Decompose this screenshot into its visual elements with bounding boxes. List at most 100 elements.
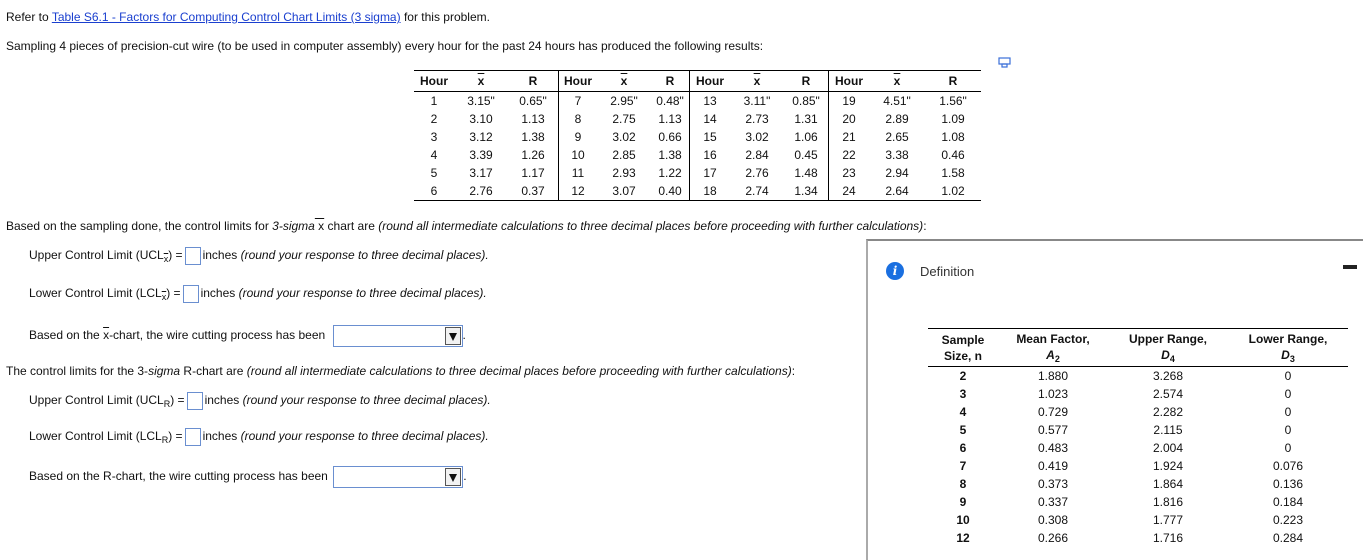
table-cell: 21 — [842, 130, 856, 144]
table-cell: 2 — [430, 112, 438, 126]
table-cell: 3.12 — [469, 130, 493, 144]
table-cell: 6 — [414, 182, 454, 201]
factors-cell: 1.023 — [1037, 387, 1069, 401]
table-cell: 0.40 — [651, 182, 690, 201]
factors-table-link[interactable]: Table S6.1 - Factors for Computing Contr… — [51, 10, 401, 24]
dropdown-arrow-icon[interactable] — [445, 468, 462, 486]
copy-icon[interactable] — [998, 57, 1012, 69]
table-cell: 2.94 — [885, 166, 909, 180]
table-cell: 1.09 — [941, 112, 965, 126]
problem-statement: Sampling 4 pieces of precision-cut wire … — [6, 39, 764, 53]
minimize-icon[interactable] — [1343, 265, 1357, 269]
col-header-r: R — [784, 70, 829, 92]
xbar-limits-instructions: Based on the sampling done, the control … — [6, 219, 927, 233]
xbar-process-select[interactable] — [332, 325, 463, 347]
refer-prefix: Refer to — [6, 10, 52, 24]
factors-cell: 0.136 — [1272, 477, 1304, 491]
r-limits-instructions: The control limits for the 3-sigma R-cha… — [6, 364, 796, 378]
factors-cell: 0.419 — [1037, 459, 1069, 473]
ucl-r-row: Upper Control Limit (UCLR) = inches (roun… — [29, 392, 491, 410]
table-cell: 1.22 — [651, 164, 690, 182]
lcl-xbar-input[interactable] — [182, 285, 199, 303]
table-cell: 4.51" — [883, 94, 911, 108]
factors-cell: 0.076 — [1272, 459, 1304, 473]
definition-title: Definition — [920, 264, 975, 279]
factors-cell: 6 — [959, 441, 967, 455]
table-cell: 0.46 — [941, 148, 965, 162]
lcl-xbar-row: Lower Control Limit (LCLx) = inches (roun… — [29, 285, 487, 303]
table-cell: 2.73 — [745, 112, 769, 126]
table-cell: 18 — [689, 182, 730, 201]
table-cell: 16 — [703, 148, 717, 162]
table-cell: 2.64 — [869, 182, 925, 201]
r-chart-conclusion: Based on the R-chart, the wire cutting p… — [29, 466, 467, 488]
definition-panel: i Definition Sample Size, n Mean Factor, A… — [866, 239, 1363, 560]
table-cell: 1.02 — [925, 182, 981, 201]
table-cell: 5 — [430, 166, 438, 180]
factors-cell: 0 — [1284, 369, 1292, 383]
table-cell: 0.48" — [651, 91, 690, 110]
factors-cell: 0.729 — [1037, 405, 1069, 419]
table-cell: 0.85" — [784, 91, 829, 110]
factors-row: 2 1.880 3.268 0 — [928, 367, 1348, 386]
info-icon: i — [886, 262, 904, 280]
factors-cell: 4 — [959, 405, 967, 419]
factors-row: 3 1.023 2.574 0 — [928, 385, 1348, 403]
table-row: 2 3.10 1.13 8 2.75 1.13 14 2.73 1.31 20 2.89 1.09 — [414, 110, 981, 128]
table-cell: 3.15" — [467, 94, 495, 108]
lcl-xbar-label: Lower Control Limit (LCL — [29, 286, 162, 301]
table-cell: 2.93 — [612, 166, 636, 180]
table-cell: 1 — [430, 94, 438, 108]
table-cell: 2.76 — [454, 182, 508, 201]
table-cell: 1.08 — [941, 130, 965, 144]
table-cell: 1.06 — [784, 128, 829, 146]
table-cell: 1.58 — [941, 166, 965, 180]
ucl-xbar-row: Upper Control Limit (UCLx) = inches (roun… — [29, 247, 489, 265]
factors-cell: 1.864 — [1152, 477, 1184, 491]
table-cell: 1.48 — [784, 164, 829, 182]
table-cell: 20 — [842, 112, 856, 126]
factors-cell: 0.184 — [1272, 495, 1304, 509]
factors-row: 10 0.308 1.777 0.223 — [928, 511, 1348, 529]
factors-cell: 1.924 — [1152, 459, 1184, 473]
sampling-data-table: Hour x R Hour x R Hour x R Hour x R 1 3.1… — [414, 70, 981, 201]
col-header-xbar: x — [869, 70, 925, 92]
factors-cell: 1.716 — [1152, 531, 1184, 545]
col-header-xbar: x — [597, 70, 651, 92]
table-cell: 2.95" — [610, 94, 638, 108]
col-header-xbar: x — [730, 70, 784, 92]
table-cell: 13 — [703, 94, 717, 108]
col-header-hour: Hour — [414, 70, 454, 92]
table-cell: 3.07 — [597, 182, 651, 201]
table-cell: 2.74 — [730, 182, 784, 201]
ucl-r-input[interactable] — [186, 392, 203, 410]
dropdown-arrow-icon[interactable] — [444, 327, 461, 345]
table-cell: 12 — [558, 182, 597, 201]
factors-cell: 0 — [1284, 405, 1292, 419]
factors-header-row: Sample Size, n Mean Factor, A2 Upper Range… — [928, 328, 1348, 367]
factors-table: Sample Size, n Mean Factor, A2 Upper Range… — [928, 328, 1348, 547]
factors-row: 7 0.419 1.924 0.076 — [928, 457, 1348, 475]
r-process-select[interactable] — [333, 466, 464, 488]
factors-row: 12 0.266 1.716 0.284 — [928, 529, 1348, 547]
table-cell: 2.85 — [612, 148, 636, 162]
refer-suffix: for this problem. — [400, 10, 490, 24]
factors-cell: 0 — [1284, 387, 1292, 401]
table-cell: 0.66 — [651, 128, 690, 146]
factors-cell: 0.337 — [1037, 495, 1069, 509]
col-header-hour: Hour — [828, 70, 869, 92]
ucl-xbar-input[interactable] — [184, 247, 201, 265]
table-cell: 1.34 — [784, 182, 829, 201]
factors-cell: 0 — [1284, 423, 1292, 437]
factors-row: 8 0.373 1.864 0.136 — [928, 475, 1348, 493]
lcl-r-input[interactable] — [184, 428, 201, 446]
table-cell: 2.65 — [885, 130, 909, 144]
table-row: 6 2.76 0.37 12 3.07 0.40 18 2.74 1.34 24 2.64 1.02 — [414, 182, 981, 201]
table-cell: 11 — [571, 166, 585, 180]
table-cell: 3.38 — [885, 148, 909, 162]
table-cell: 1.31 — [784, 110, 829, 128]
table-cell: 2.84 — [745, 148, 769, 162]
table-cell: 1.38 — [508, 128, 559, 146]
factors-cell: 0 — [1284, 441, 1292, 455]
factors-cell: 9 — [959, 495, 967, 509]
